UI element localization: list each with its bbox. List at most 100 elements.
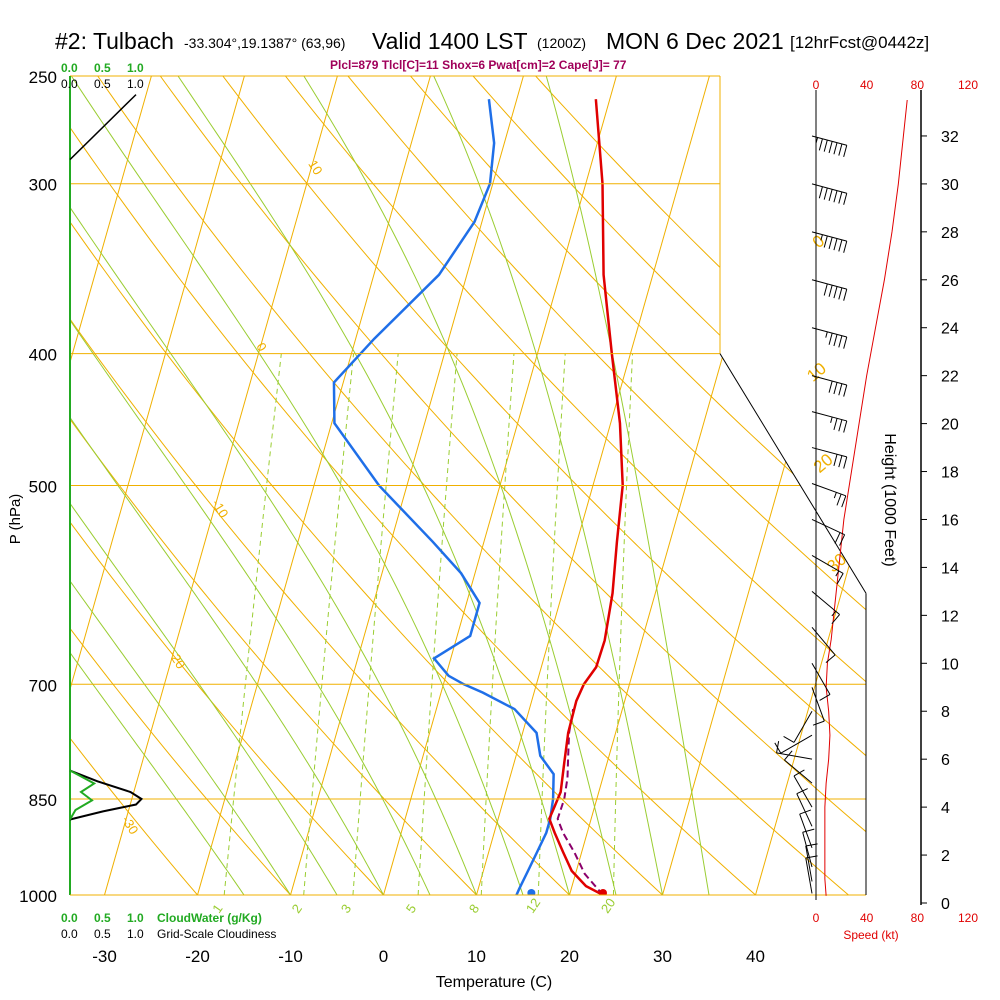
height-tick-label: 24 [941, 321, 959, 338]
wind-barb-staff [811, 183, 847, 194]
wind-barb-flag [831, 614, 840, 625]
cloudiness-scale-top: 0.0 [61, 77, 78, 91]
cloudiness-profile [69, 769, 144, 821]
isobar-group [70, 75, 866, 896]
wind-barb-staff [799, 813, 813, 849]
wind-barb-flag [823, 235, 828, 248]
pressure-tick-label: 700 [29, 676, 57, 695]
wind-barb-staff [811, 327, 847, 338]
height-tick-label: 26 [941, 273, 959, 290]
wind-barb-staff [811, 591, 840, 615]
moist-adiabat-line [70, 76, 291, 895]
wind-barb-half-flag [815, 137, 819, 144]
wind-speed-tick-top: 80 [911, 78, 925, 92]
mixing-ratio-label: 12 [523, 895, 544, 915]
cloudiness-label: Grid-Scale Cloudiness [157, 927, 276, 941]
wind-barb-staff [811, 554, 844, 574]
station-coordinates: -33.304°,19.1387° (63,96) [184, 35, 346, 51]
pressure-tick-label: 1000 [19, 887, 57, 906]
dry-adiabat-line [70, 76, 198, 895]
wind-barb-flag [838, 239, 843, 252]
wind-barb-flag [828, 141, 833, 154]
mixing-ratio-line [480, 353, 515, 895]
wind-barb [811, 183, 848, 205]
wind-barb-flag [834, 532, 841, 544]
wind-barb [811, 411, 848, 433]
wind-speed-tick-top: 120 [958, 78, 978, 92]
wind-barb [802, 828, 815, 868]
temperature-tick-label: -30 [92, 947, 117, 966]
temperature-tick-label: 10 [467, 947, 486, 966]
wind-barb-staff [811, 279, 847, 290]
plot-area [70, 76, 866, 895]
mixing-ratio-label: 20 [598, 895, 619, 915]
wind-speed-profile [824, 99, 908, 896]
wind-barb-flag [818, 138, 823, 151]
dry-adiabat-line [70, 76, 384, 895]
wind-barb-flag [823, 187, 828, 200]
height-tick-label: 20 [941, 417, 959, 434]
height-tick-label: 8 [941, 704, 950, 721]
wind-barb-flag [802, 828, 815, 833]
utc-time: (1200Z) [537, 35, 587, 51]
temperature-tick-label: -10 [278, 947, 303, 966]
wind-barb-flag [823, 139, 828, 152]
moist-adiabat-group [70, 76, 710, 895]
valid-time: Valid 1400 LST [372, 28, 528, 54]
wind-barb-flag [843, 336, 848, 349]
dry-adiabat-line [472, 76, 866, 895]
wind-barb [811, 554, 844, 585]
wind-barb-flag [833, 382, 838, 395]
height-axis-title: Height (1000 Feet) [881, 433, 898, 566]
moist-adiabat-line [70, 76, 245, 895]
wind-barb-half-flag [825, 331, 828, 338]
wind-barb-flag [838, 143, 843, 156]
wind-barb [811, 231, 848, 253]
temperature-profile [547, 99, 624, 895]
mixing-ratio-label: 5 [403, 901, 419, 916]
mixing-ratio-label: 8 [466, 901, 482, 916]
wind-barb-staff [811, 483, 846, 497]
cloud-water-scale-top: 0.5 [94, 61, 111, 75]
mixing-ratio-line [612, 353, 634, 895]
dry-adiabat-line [70, 76, 291, 895]
mixing-ratio-line [223, 353, 282, 895]
cloud-panel [69, 94, 144, 821]
wind-barb-flag [838, 455, 843, 468]
mixing-ratio-label: 3 [338, 901, 354, 916]
wind-barb [811, 279, 848, 301]
wind-barb-half-flag [820, 234, 823, 241]
cloud-water-label: CloudWater (g/Kg) [157, 911, 262, 925]
mixing-ratio-line [537, 353, 566, 895]
wind-barb [811, 519, 846, 546]
wind-barb-flag [843, 288, 848, 301]
cloudiness-scale-top: 0.5 [94, 77, 111, 91]
mixing-ratio-line [417, 353, 458, 895]
wind-barb-staff [811, 519, 845, 536]
wind-barb-flag [833, 190, 838, 203]
moist-adiabat-line [433, 76, 663, 895]
pressure-axis-title: P (hPa) [7, 494, 24, 545]
wind-barb-flag [843, 145, 848, 157]
wind-barb-flag [833, 142, 838, 155]
temperature-tick-label: 20 [560, 947, 579, 966]
wind-barb [783, 710, 813, 743]
wind-barb-flag [828, 380, 833, 393]
wind-barb-flag [823, 283, 828, 296]
wind-barb-staff [811, 627, 836, 656]
height-tick-label: 16 [941, 512, 959, 529]
wind-barb-flag [838, 335, 843, 348]
moist-adiabat-line [545, 76, 710, 895]
surface-dewpoint-marker [527, 889, 536, 895]
wind-barb-staff [805, 845, 813, 882]
height-tick-label: 30 [941, 177, 959, 194]
wind-barb [811, 591, 840, 625]
parcel-trace [556, 708, 604, 895]
wind-speed-tick-bottom: 40 [860, 911, 874, 925]
mixing-ratio-group [223, 353, 634, 895]
wind-barb-staff [802, 832, 813, 868]
wind-barb [774, 734, 813, 754]
wind-barb-flag [774, 742, 782, 754]
wind-barb [811, 135, 848, 157]
cloud-water-scale-bottom: 0.5 [94, 911, 111, 925]
